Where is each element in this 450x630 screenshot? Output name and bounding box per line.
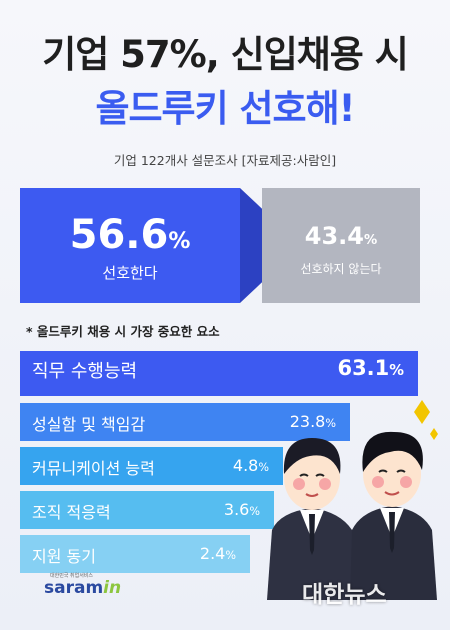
business-people-illustration — [267, 400, 438, 600]
not-prefer-value: 43.4 — [304, 222, 364, 250]
logo-word-in: in — [103, 578, 122, 598]
factor-value-unit: % — [249, 505, 260, 518]
factor-label: 조직 적응력 — [32, 503, 111, 522]
factor-bar: 성실함 및 책임감 23.8% — [20, 403, 350, 441]
factor-label: 성실함 및 책임감 — [32, 415, 146, 434]
factor-value-number: 3.6 — [223, 500, 250, 519]
prefer-label: 선호한다 — [102, 264, 158, 282]
factor-value: 63.1% — [337, 356, 404, 380]
prefer-value: 56.6 — [69, 212, 169, 258]
factor-value-unit: % — [389, 362, 404, 379]
title-line-2: 올드루키 선호해! — [95, 87, 355, 130]
prefer-box: 56.6% 선호한다 — [20, 188, 240, 303]
factor-bar: 지원 동기 2.4% — [20, 535, 250, 573]
prefer-box-fold — [240, 188, 262, 303]
factors-chart-title: * 올드루키 채용 시 가장 중요한 요소 — [26, 324, 220, 339]
not-prefer-box: 43.4% 선호하지 않는다 — [262, 188, 420, 303]
logo-tagline: 대한민국 취업서비스 — [50, 573, 93, 579]
factor-bar: 직무 수행능력 63.1% — [20, 351, 418, 396]
factor-value: 2.4% — [200, 544, 236, 563]
not-prefer-label: 선호하지 않는다 — [300, 262, 382, 276]
watermark: 대한뉴스 — [302, 582, 387, 608]
factor-value: 23.8% — [290, 412, 336, 431]
factor-value-unit: % — [225, 549, 236, 562]
logo-word: saram — [44, 578, 104, 598]
factor-value-number: 4.8 — [232, 456, 259, 475]
man-right — [350, 431, 437, 600]
prefer-unit: % — [168, 229, 191, 254]
factor-label: 직무 수행능력 — [32, 361, 138, 382]
factor-bar: 조직 적응력 3.6% — [20, 491, 274, 529]
saramin-logo: 대한민국 취업서비스 saramin — [28, 572, 121, 598]
factor-label: 지원 동기 — [32, 547, 96, 566]
factor-value-number: 23.8 — [289, 412, 326, 431]
factor-value-unit: % — [325, 417, 336, 430]
factor-value-unit: % — [258, 461, 269, 474]
factor-bar: 커뮤니케이션 능력 4.8% — [20, 447, 283, 485]
sparkle-icon — [414, 400, 438, 440]
factor-value-number: 63.1 — [337, 356, 390, 380]
factor-value: 3.6% — [224, 500, 260, 519]
subtitle: 기업 122개사 설문조사 [자료제공:사람인] — [113, 153, 337, 168]
title-line-1: 기업 57%, 신입채용 시 — [42, 33, 409, 76]
factor-label: 커뮤니케이션 능력 — [32, 459, 155, 478]
factor-value-number: 2.4 — [199, 544, 226, 563]
factor-value: 4.8% — [233, 456, 269, 475]
not-prefer-unit: % — [364, 233, 378, 248]
man-left — [267, 438, 354, 600]
